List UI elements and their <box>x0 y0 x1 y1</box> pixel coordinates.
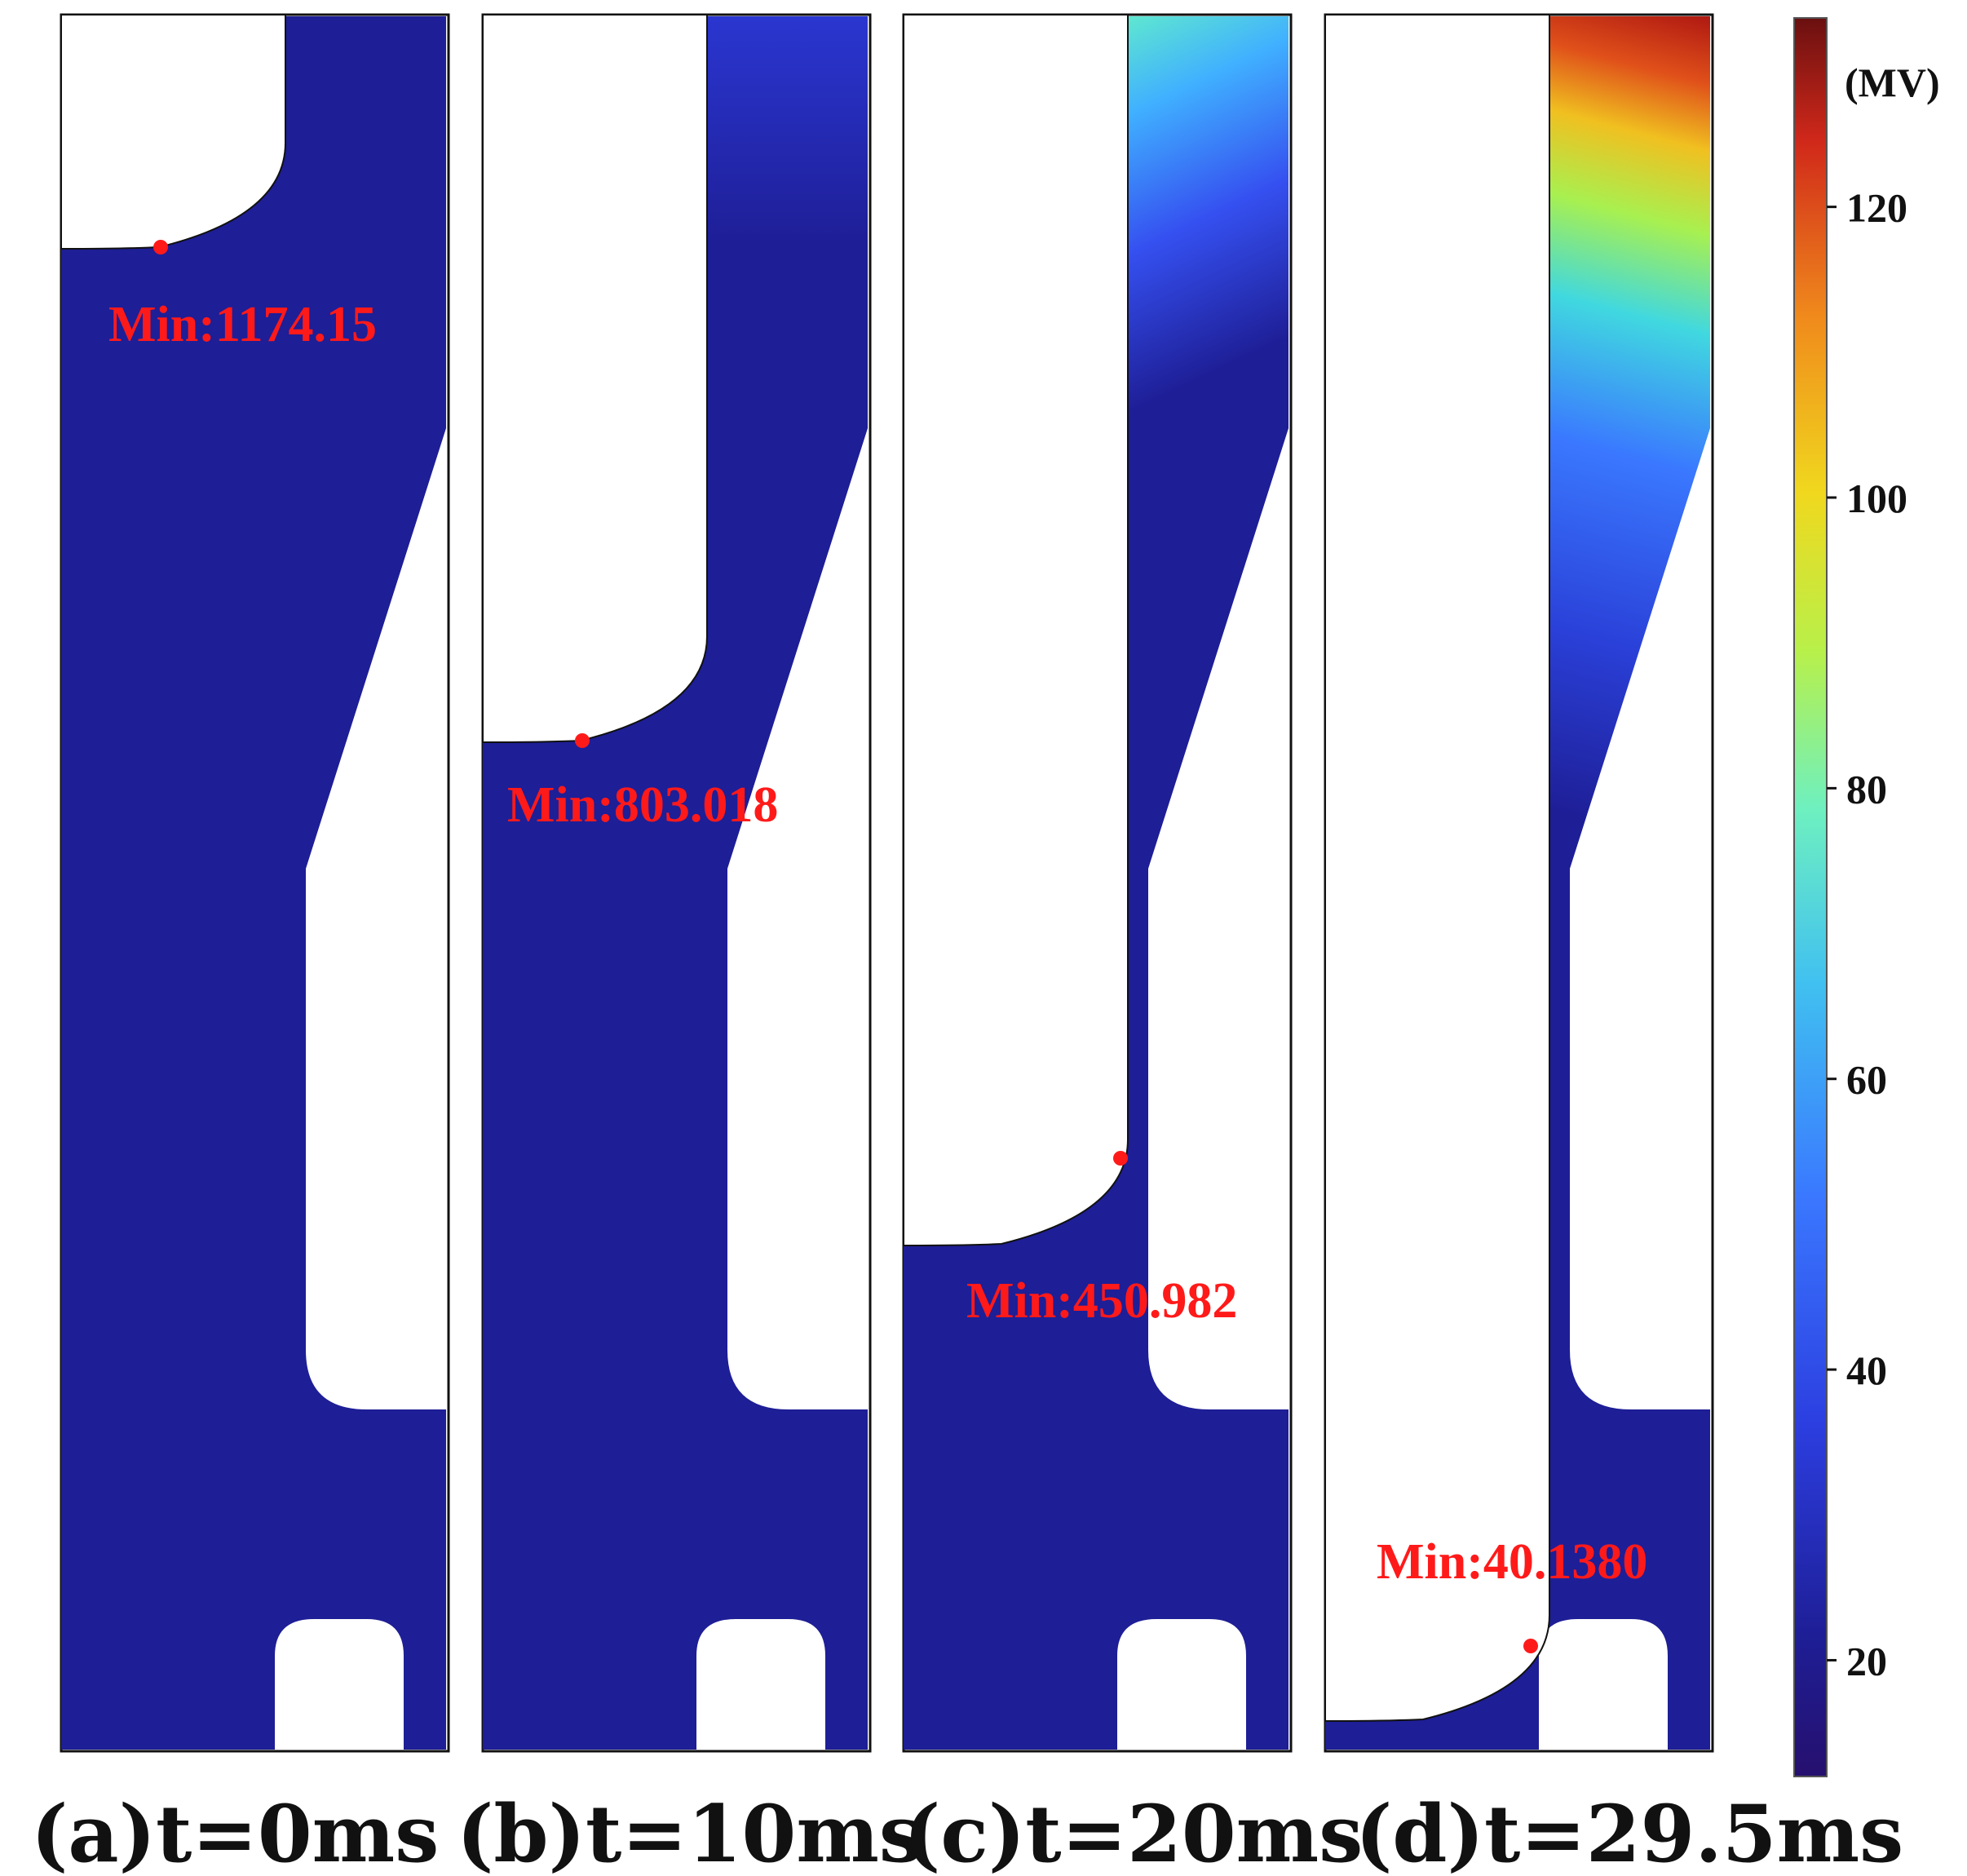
colorbar-tick-label: 80 <box>1846 766 1887 812</box>
panel-caption: (d)t=29.5ms <box>1355 1788 1903 1876</box>
colorbar-unit: (MV) <box>1845 60 1940 105</box>
void-region <box>903 14 1129 1247</box>
min-marker <box>575 733 590 748</box>
colorbar-scale <box>1793 17 1828 1777</box>
void-region <box>60 14 286 250</box>
panel-a: Min:1174.15 (a)t=0ms <box>31 13 450 1876</box>
field-domain <box>61 16 446 1750</box>
min-marker <box>153 240 168 254</box>
colorbar: (MV) 120 100 80 60 40 20 <box>1793 17 1940 1777</box>
min-label: Min:40.1380 <box>1377 1534 1647 1590</box>
colorbar-tick-label: 40 <box>1846 1347 1887 1393</box>
void-region <box>482 14 708 744</box>
min-label: Min:1174.15 <box>108 297 377 352</box>
panel-caption: (a)t=0ms <box>31 1788 439 1876</box>
colorbar-tick-label: 100 <box>1846 476 1907 521</box>
panel-b: Min:803.018 (b)t=10ms <box>457 13 923 1876</box>
colorbar-tick-label: 60 <box>1846 1057 1887 1103</box>
min-marker <box>1113 1151 1128 1166</box>
colorbar-tick-label: 120 <box>1846 185 1907 231</box>
min-label: Min:450.982 <box>966 1273 1237 1329</box>
min-marker <box>1523 1639 1538 1653</box>
void-region <box>1324 14 1550 1723</box>
panel-d: Min:40.1380 (d)t=29.5ms <box>1324 13 1903 1876</box>
colorbar-tick-label: 20 <box>1846 1638 1887 1684</box>
panels: Min:1174.15(a)t=0msMin:803.018(b)t=10msM… <box>31 13 1903 1876</box>
panel-caption: (c)t=20ms <box>904 1788 1363 1876</box>
panel-c: Min:450.982 (c)t=20ms <box>902 13 1363 1876</box>
min-label: Min:803.018 <box>507 777 778 833</box>
panel-caption: (b)t=10ms <box>457 1788 923 1876</box>
